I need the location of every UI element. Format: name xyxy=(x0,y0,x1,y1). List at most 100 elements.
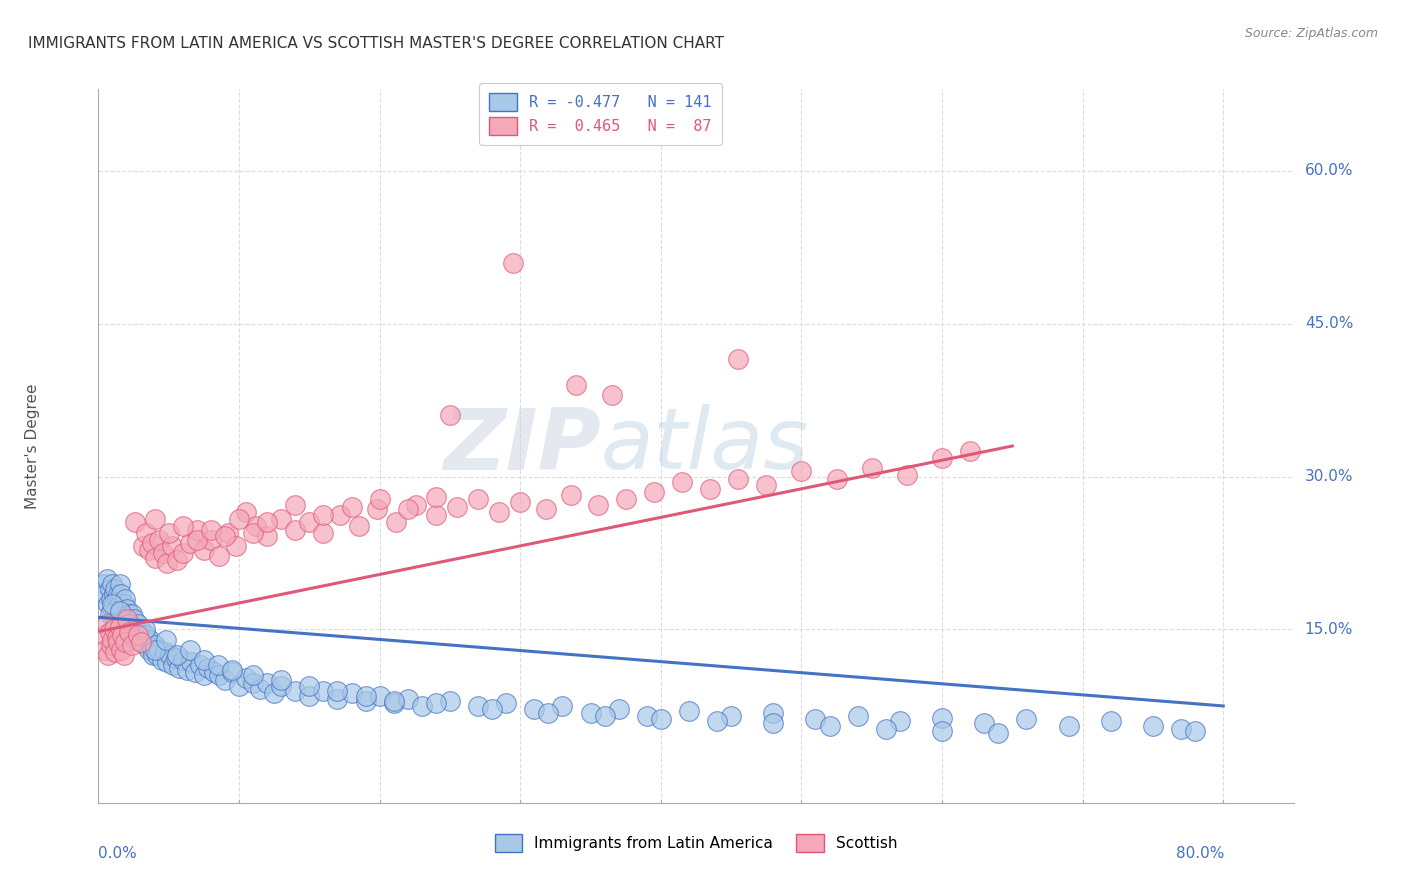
Point xyxy=(270,679,292,693)
Point xyxy=(112,627,135,641)
Point xyxy=(121,638,143,652)
Point xyxy=(405,498,427,512)
Point xyxy=(208,668,231,682)
Point xyxy=(98,624,121,639)
Point xyxy=(875,723,897,737)
Point xyxy=(1057,719,1080,733)
Point xyxy=(101,597,124,611)
Point xyxy=(298,679,321,693)
Point xyxy=(502,255,524,269)
Point xyxy=(96,617,118,632)
Point xyxy=(340,500,363,515)
Point xyxy=(125,632,148,647)
Point xyxy=(184,665,207,680)
Point xyxy=(122,612,145,626)
Point xyxy=(166,648,188,662)
Point xyxy=(270,512,292,526)
Point xyxy=(270,673,292,688)
Point xyxy=(263,686,285,700)
Point xyxy=(534,502,557,516)
Point xyxy=(143,643,166,657)
Point xyxy=(115,602,138,616)
Point xyxy=(600,388,623,402)
Point xyxy=(107,587,129,601)
Point xyxy=(987,726,1010,740)
Point xyxy=(537,706,560,720)
Point xyxy=(105,602,128,616)
Text: 30.0%: 30.0% xyxy=(1305,469,1353,484)
Point xyxy=(121,607,143,622)
Point xyxy=(762,706,785,720)
Point xyxy=(110,587,132,601)
Point xyxy=(340,686,363,700)
Point xyxy=(135,627,157,641)
Point xyxy=(579,706,602,720)
Point xyxy=(214,529,236,543)
Point xyxy=(214,673,236,688)
Point xyxy=(256,516,278,530)
Point xyxy=(467,491,489,506)
Point xyxy=(671,475,693,489)
Point xyxy=(176,663,198,677)
Point xyxy=(425,490,447,504)
Point xyxy=(565,377,588,392)
Point xyxy=(495,696,517,710)
Point xyxy=(141,640,163,655)
Point xyxy=(101,576,124,591)
Point xyxy=(256,675,278,690)
Text: atlas: atlas xyxy=(600,404,808,488)
Point xyxy=(125,627,148,641)
Point xyxy=(103,587,125,601)
Point xyxy=(242,668,264,682)
Point xyxy=(217,525,239,540)
Point xyxy=(1099,714,1122,729)
Point xyxy=(179,536,201,550)
Point xyxy=(132,627,155,641)
Point xyxy=(112,612,135,626)
Point xyxy=(162,658,184,673)
Point xyxy=(143,638,166,652)
Point xyxy=(104,645,127,659)
Point xyxy=(382,696,405,710)
Point xyxy=(124,623,146,637)
Point xyxy=(509,495,531,509)
Point xyxy=(249,681,271,696)
Point xyxy=(153,645,176,659)
Point xyxy=(93,627,115,641)
Point xyxy=(804,712,827,726)
Point xyxy=(1170,723,1192,737)
Point xyxy=(1184,724,1206,739)
Point xyxy=(101,632,124,647)
Point xyxy=(134,623,156,637)
Point xyxy=(860,461,883,475)
Point xyxy=(105,631,128,645)
Point xyxy=(678,704,700,718)
Point xyxy=(298,516,321,530)
Point xyxy=(134,638,156,652)
Point xyxy=(142,648,165,662)
Point xyxy=(118,623,141,637)
Point xyxy=(643,484,665,499)
Text: 15.0%: 15.0% xyxy=(1305,622,1353,637)
Point xyxy=(100,638,122,652)
Point xyxy=(208,549,231,563)
Point xyxy=(172,653,194,667)
Point xyxy=(228,679,250,693)
Point xyxy=(720,709,742,723)
Point xyxy=(111,602,134,616)
Point xyxy=(131,632,153,647)
Point xyxy=(114,634,136,648)
Point xyxy=(235,672,257,686)
Point xyxy=(120,617,142,632)
Point xyxy=(143,512,166,526)
Point xyxy=(108,604,131,618)
Point xyxy=(586,498,609,512)
Point xyxy=(110,643,132,657)
Point xyxy=(228,512,250,526)
Point xyxy=(146,648,169,662)
Point xyxy=(636,709,658,723)
Point xyxy=(425,508,447,523)
Point xyxy=(762,716,785,731)
Point xyxy=(114,591,136,606)
Point xyxy=(959,444,981,458)
